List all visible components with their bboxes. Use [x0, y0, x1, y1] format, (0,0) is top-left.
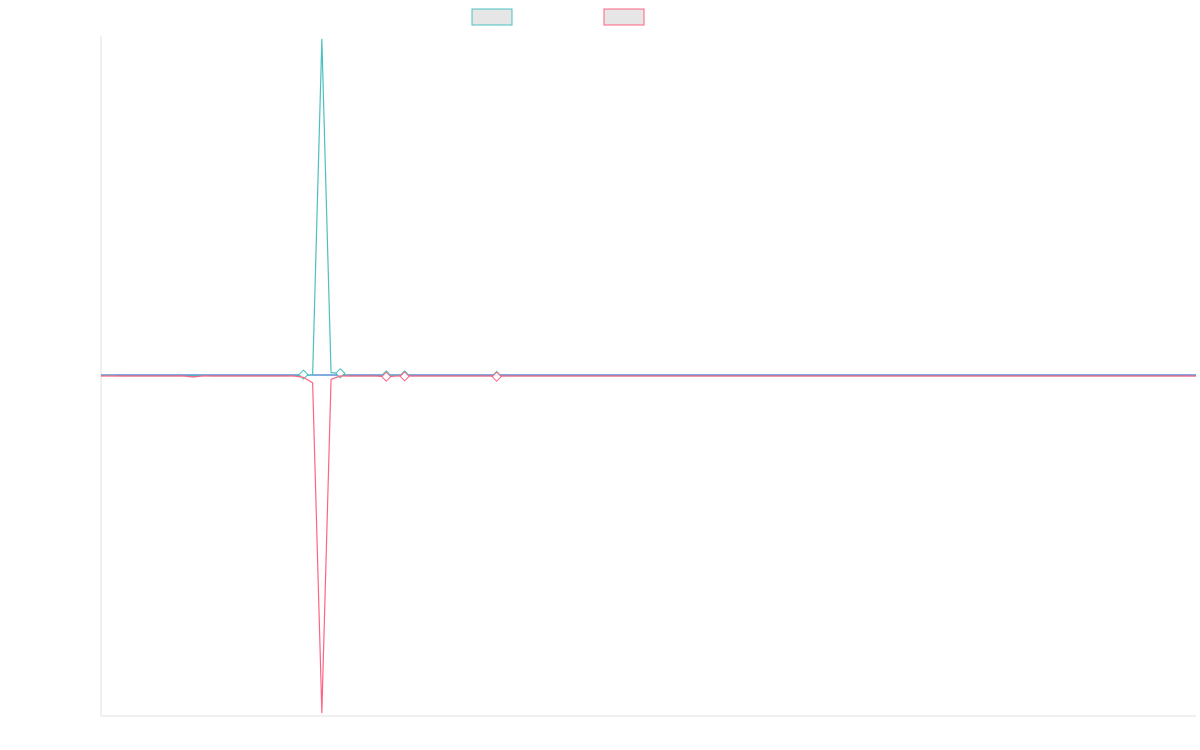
data-point-marker[interactable] [491, 371, 502, 382]
plot-area [100, 38, 1196, 714]
legend-swatch-series-b[interactable] [603, 8, 645, 26]
data-point-marker[interactable] [381, 371, 392, 382]
data-point-marker[interactable] [335, 368, 346, 379]
legend [471, 8, 645, 26]
series-line-a [100, 38, 1196, 377]
series-line-b [101, 375, 1196, 714]
data-point-marker[interactable] [399, 371, 410, 382]
legend-swatch-series-a[interactable] [471, 8, 513, 26]
